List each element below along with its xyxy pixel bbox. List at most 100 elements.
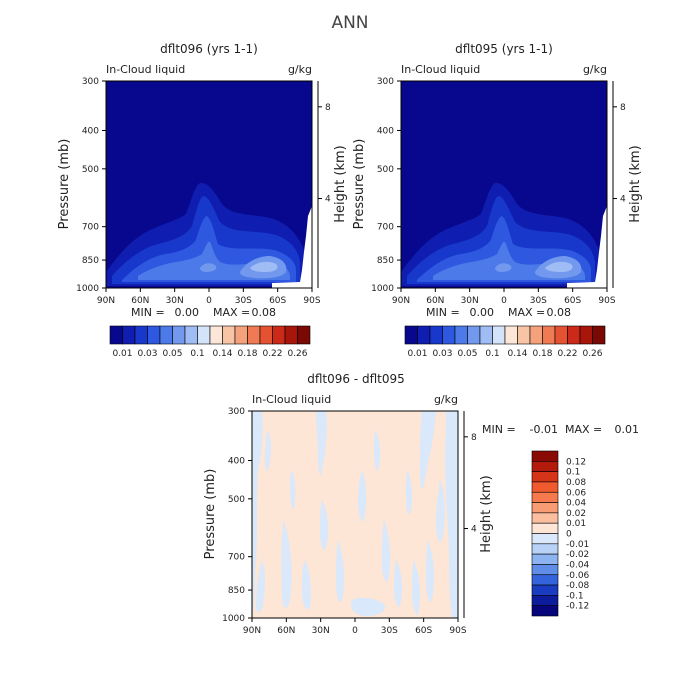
x-tick-label: 30N [461,296,479,306]
colorbar-swatch [197,325,211,345]
y-tick-label: 1000 [222,614,245,624]
y2-tick-label: 4 [620,195,626,205]
colorbar-label: -0.04 [566,560,590,570]
min-value: -0.01 [530,423,558,436]
surface-mask [272,206,312,288]
colorbar-swatch [531,512,559,524]
colorbar-label: 0.26 [582,349,602,359]
y-tick-label: 1000 [76,284,99,294]
units-label: g/kg [288,63,312,76]
x-tick-label: 90N [97,296,115,306]
x-tick-label: 0 [501,296,507,306]
min-label: MIN = [426,306,460,319]
colorbar-swatch [492,325,506,345]
colorbar-swatch [531,481,559,493]
colorbar-label: 0.14 [507,349,527,359]
units-label: g/kg [434,393,458,406]
field-label: In-Cloud liquid [401,63,480,76]
colorbar-swatch [531,574,559,586]
contour-level-6 [495,256,582,279]
y-tick-label: 850 [228,586,245,596]
colorbar-swatch [579,325,593,345]
colorbar-swatch [284,325,298,345]
colorbar-swatch [297,325,311,345]
colorbar-label: 0.01 [112,349,132,359]
colorbar-swatch [592,325,606,345]
y-tick-label: 300 [377,77,394,87]
y2-axis-label: Height (km) [628,145,643,222]
colorbar-swatch [442,325,456,345]
colorbar-label: 0.06 [566,488,586,498]
x-tick-label: 30S [381,626,398,636]
colorbar-swatch [531,553,559,565]
x-tick-label: 30N [166,296,184,306]
colorbar-swatch [517,325,531,345]
x-tick-label: 90S [449,626,466,636]
y2-tick-label: 8 [325,103,331,113]
colorbar-swatch [531,605,559,617]
y-tick-label: 300 [82,77,99,87]
colorbar-swatch [531,543,559,555]
colorbar-swatch [479,325,493,345]
colorbar-swatch [172,325,186,345]
y2-tick-label: 8 [471,433,477,443]
colorbar-swatch [429,325,443,345]
colorbar-label: -0.01 [566,540,589,550]
max-label: MAX = [565,423,602,436]
colorbar-swatch [531,502,559,514]
colorbar-swatch [504,325,518,345]
colorbar-label: 0.1 [190,349,204,359]
colorbar-swatch [454,325,468,345]
colorbar-label: 0.26 [287,349,307,359]
y-tick-label: 500 [82,165,99,175]
contour-level-6 [200,256,287,279]
colorbar-label: 0.04 [566,499,586,509]
colorbar-swatch [531,461,559,472]
colorbar-swatch [467,325,481,345]
page-title: ANN [331,13,368,33]
x-tick-label: 60S [415,626,432,636]
x-tick-label: 90N [392,296,410,306]
max-value: 0.08 [252,306,277,319]
panel-dflt095: dflt095 (yrs 1-1) In-Cloud liquid g/kg 9… [352,42,643,359]
x-tick-label: 90S [303,296,320,306]
colorbar-swatch [531,595,559,606]
colorbar-label: -0.02 [566,550,589,560]
x-tick-label: 90S [598,296,615,306]
colorbar-swatch [184,325,198,345]
min-label: MIN = [482,423,516,436]
colorbar-swatch [122,325,136,345]
panel-dflt096: dflt096 (yrs 1-1) In-Cloud liquid g/kg 9… [57,42,348,359]
min-label: MIN = [131,306,165,319]
colorbar-swatch [147,325,161,345]
colorbar-swatch [531,564,559,576]
y2-axis: 84 [317,81,331,288]
x-tick-label: 60N [131,296,149,306]
colorbar-swatch [259,325,273,345]
y2-axis-label: Height (km) [333,145,348,222]
colorbar-swatch [531,471,559,483]
surface-mask [567,206,607,288]
colorbar-label: 0.12 [566,457,586,467]
y-tick-label: 700 [82,223,99,233]
panel-title: dflt096 - dflt095 [307,372,405,386]
colorbar-label: 0.1 [485,349,499,359]
y-tick-label: 400 [82,126,99,136]
x-axis: 90N 60N 30N 0 30S 60S 90S [392,288,616,306]
x-axis: 90N 60N 30N 0 30S 60S 90S [97,288,321,306]
y-axis: 300 400 500 700 850 1000 [222,407,252,624]
y-tick-label: 700 [377,223,394,233]
y-tick-label: 850 [82,256,99,266]
y-axis-label: Pressure (mb) [203,469,218,560]
panel-title: dflt095 (yrs 1-1) [455,42,553,56]
colorbar-label: 0.22 [262,349,282,359]
y-tick-label: 400 [228,456,245,466]
y2-axis: 84 [612,81,626,288]
y2-tick-label: 4 [325,195,331,205]
x-tick-label: 30S [530,296,547,306]
colorbar-swatch [531,584,559,596]
x-tick-label: 30S [235,296,252,306]
colorbar-swatch [531,522,559,534]
colorbar-swatch [134,325,148,345]
panel-difference: dflt096 - dflt095 In-Cloud liquid g/kg [203,372,639,636]
